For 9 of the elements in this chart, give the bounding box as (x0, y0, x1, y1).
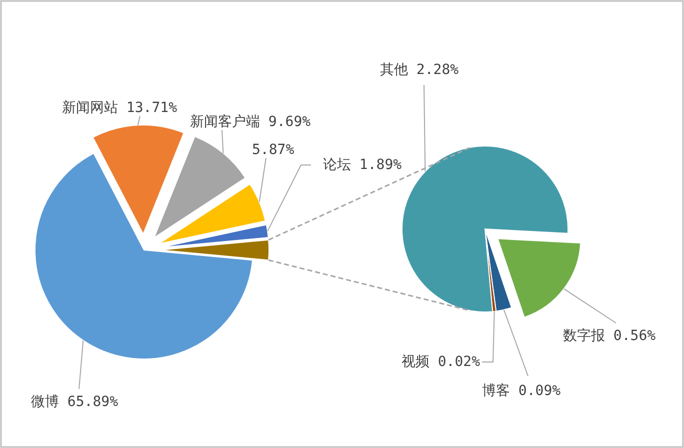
slice-label: 新闻网站 13.71% (62, 100, 178, 116)
slice-label: 微博 65.89% (31, 394, 119, 410)
slice-label: 数字报 0.56% (563, 328, 656, 344)
slice-label: 视频 0.02% (401, 354, 481, 370)
data-label: 5.87% (252, 142, 295, 158)
slice-label: 新闻客户端 9.69% (190, 114, 312, 130)
slice-label: 其他 2.28% (380, 62, 460, 78)
slice-label: 博客 0.09% (482, 383, 562, 399)
slice-label: 论坛 1.89% (323, 157, 402, 173)
